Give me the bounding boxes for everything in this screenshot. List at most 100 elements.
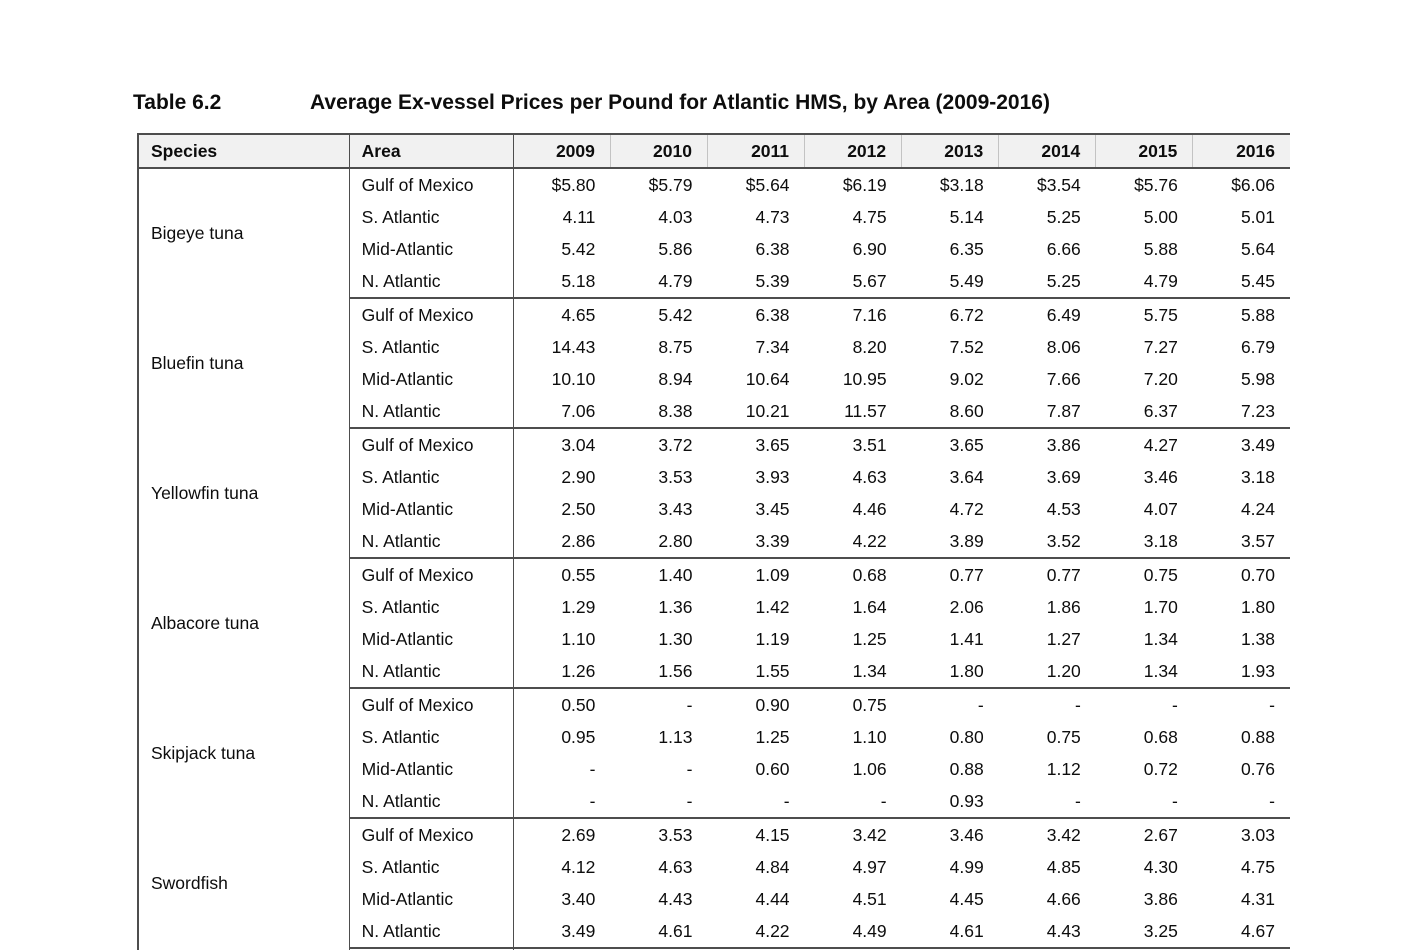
price-cell: 3.65 [901, 428, 999, 461]
price-cell: 4.24 [1192, 493, 1290, 525]
table-row: N. Atlantic 7.06 8.38 10.21 11.57 8.60 7.87 6.3… [138, 395, 1290, 429]
price-cell: 6.49 [998, 298, 1096, 331]
price-cell: 3.65 [707, 428, 805, 461]
price-cell: 5.39 [707, 265, 805, 299]
price-cell: 3.18 [1192, 461, 1290, 493]
price-cell: - [901, 688, 999, 721]
price-cell: 4.73 [707, 201, 805, 233]
price-cell: 4.84 [707, 851, 805, 883]
price-cell: 1.19 [707, 623, 805, 655]
price-cell: 5.01 [1192, 201, 1290, 233]
price-cell: $5.80 [512, 168, 611, 201]
price-cell: 4.61 [610, 915, 708, 949]
price-cell: 7.52 [901, 331, 999, 363]
price-cell: 1.80 [1192, 591, 1290, 623]
price-cell: 5.67 [804, 265, 902, 299]
column-header-2016: 2016 [1192, 133, 1290, 169]
area-cell: S. Atlantic [349, 461, 514, 493]
price-cell: 1.64 [804, 591, 902, 623]
table-row: Mid-Atlantic 1.10 1.30 1.19 1.25 1.41 1.27 1.34… [138, 623, 1290, 655]
price-cell: 4.44 [707, 883, 805, 915]
price-cell: 14.43 [512, 331, 611, 363]
price-cell [512, 948, 611, 950]
price-cell: 5.18 [512, 265, 611, 299]
price-cell: 6.38 [707, 298, 805, 331]
price-cell [1192, 948, 1290, 950]
area-cell: Gulf of Mexico [349, 558, 514, 591]
area-cell: Mid-Atlantic [349, 233, 514, 265]
price-cell: 3.40 [512, 883, 611, 915]
price-cell: 4.51 [804, 883, 902, 915]
price-cell: 5.45 [1192, 265, 1290, 299]
price-cell: 4.22 [707, 915, 805, 949]
price-cell: 4.99 [901, 851, 999, 883]
price-cell: 1.26 [512, 655, 611, 689]
species-cell: Albacore tuna [136, 558, 350, 688]
price-cell: 0.60 [707, 753, 805, 785]
area-cell: Mid-Atlantic [349, 493, 514, 525]
area-cell: Mid-Atlantic [349, 753, 514, 785]
area-cell: S. Atlantic [349, 591, 514, 623]
area-cell: N. Atlantic [349, 785, 514, 819]
table-row: S. Atlantic 2.90 3.53 3.93 4.63 3.64 3.69 3.46 3… [138, 461, 1290, 493]
species-cell: Bigeye tuna [136, 168, 350, 298]
price-cell: 4.46 [804, 493, 902, 525]
area-cell: Mid-Atlantic [349, 363, 514, 395]
species-cell: Bluefin tuna [136, 298, 350, 428]
price-cell: 0.68 [804, 558, 902, 591]
table-number-label: Table 6.2 [133, 91, 222, 114]
price-cell: 3.53 [610, 818, 708, 851]
price-cell: 0.90 [707, 688, 805, 721]
column-header-2009: 2009 [512, 133, 611, 169]
price-cell: 4.63 [804, 461, 902, 493]
price-cell [707, 948, 805, 950]
price-cell: 1.13 [610, 721, 708, 753]
price-cell: 1.93 [1192, 655, 1290, 689]
price-cell: $6.06 [1192, 168, 1290, 201]
price-cell: 5.00 [1095, 201, 1193, 233]
price-cell: 0.68 [1095, 721, 1193, 753]
table-row: Yellowfin tuna Gulf of Mexico 3.04 3.72 3.65… [136, 428, 1290, 558]
area-cell: S. Atlantic [349, 201, 514, 233]
table-row: Mid-Atlantic 10.10 8.94 10.64 10.95 9.02 7.66 7… [138, 363, 1290, 395]
price-cell: 4.49 [804, 915, 902, 949]
price-cell: - [1095, 688, 1193, 721]
table-row: Skipjack tuna Gulf of Mexico 0.50-0.90 0.75… [136, 688, 1290, 818]
price-cell: 0.88 [901, 753, 999, 785]
table-row: N. Atlantic - - - -0.93- - - [138, 785, 1290, 819]
price-cell: 7.34 [707, 331, 805, 363]
price-cell: - [998, 785, 1096, 819]
price-cell: 6.35 [901, 233, 999, 265]
price-cell: 3.46 [901, 818, 999, 851]
price-cell: 1.20 [998, 655, 1096, 689]
table-row: Mid-Atlantic 5.42 5.86 6.38 6.90 6.35 6.66 5.88… [138, 233, 1290, 265]
price-cell: 2.67 [1095, 818, 1193, 851]
table-row: S. Atlantic 1.29 1.36 1.42 1.64 2.06 1.86 1.70 1… [138, 591, 1290, 623]
price-cell: 0.95 [512, 721, 611, 753]
area-cell: N. Atlantic [349, 655, 514, 689]
price-cell: 4.43 [998, 915, 1096, 949]
area-cell [349, 948, 514, 950]
column-header-area: Area [349, 133, 514, 169]
table-row: Mid-Atlantic 2.50 3.43 3.45 4.46 4.72 4.53 4.07… [138, 493, 1290, 525]
price-cell: 2.50 [512, 493, 611, 525]
price-cell: 6.79 [1192, 331, 1290, 363]
price-cell: 5.25 [998, 265, 1096, 299]
price-cell: 7.27 [1095, 331, 1193, 363]
price-cell: $5.79 [610, 168, 708, 201]
price-cell: 6.72 [901, 298, 999, 331]
price-cell: 1.30 [610, 623, 708, 655]
species-cell [136, 948, 350, 950]
price-cell: 4.30 [1095, 851, 1193, 883]
price-cell: 10.10 [512, 363, 611, 395]
price-cell: 4.75 [1192, 851, 1290, 883]
table-row: Albacore tuna Gulf of Mexico 0.55 1.40 1.09 0… [136, 558, 1290, 688]
price-cell: 2.80 [610, 525, 708, 559]
price-cell: 3.86 [998, 428, 1096, 461]
price-cell: 3.93 [707, 461, 805, 493]
table-row: S. Atlantic 4.11 4.03 4.73 4.75 5.14 5.25 5.00 5… [138, 201, 1290, 233]
species-cell: Yellowfin tuna [136, 428, 350, 558]
area-cell: S. Atlantic [349, 851, 514, 883]
price-cell: 3.89 [901, 525, 999, 559]
